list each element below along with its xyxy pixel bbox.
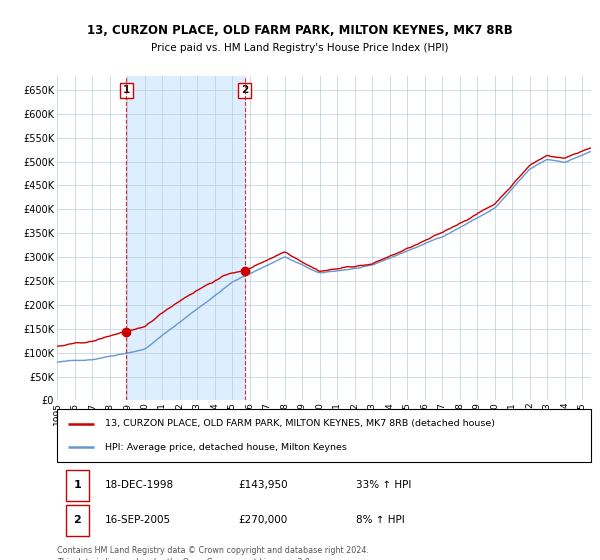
Text: 16-SEP-2005: 16-SEP-2005: [105, 515, 171, 525]
Text: 13, CURZON PLACE, OLD FARM PARK, MILTON KEYNES, MK7 8RB: 13, CURZON PLACE, OLD FARM PARK, MILTON …: [87, 24, 513, 38]
Text: 2: 2: [241, 85, 248, 95]
FancyBboxPatch shape: [57, 409, 591, 462]
Text: Price paid vs. HM Land Registry's House Price Index (HPI): Price paid vs. HM Land Registry's House …: [151, 43, 449, 53]
Bar: [127, 76, 245, 400]
Text: £270,000: £270,000: [239, 515, 288, 525]
Text: 8% ↑ HPI: 8% ↑ HPI: [356, 515, 405, 525]
FancyBboxPatch shape: [65, 470, 89, 501]
Text: 33% ↑ HPI: 33% ↑ HPI: [356, 480, 412, 490]
Text: 2: 2: [73, 515, 81, 525]
Text: Contains HM Land Registry data © Crown copyright and database right 2024.
This d: Contains HM Land Registry data © Crown c…: [57, 546, 369, 560]
Text: £143,950: £143,950: [239, 480, 288, 490]
Text: HPI: Average price, detached house, Milton Keynes: HPI: Average price, detached house, Milt…: [105, 442, 347, 451]
Text: 18-DEC-1998: 18-DEC-1998: [105, 480, 174, 490]
Text: 1: 1: [123, 85, 130, 95]
Text: 1: 1: [73, 480, 81, 490]
FancyBboxPatch shape: [65, 505, 89, 535]
Text: 13, CURZON PLACE, OLD FARM PARK, MILTON KEYNES, MK7 8RB (detached house): 13, CURZON PLACE, OLD FARM PARK, MILTON …: [105, 419, 495, 428]
